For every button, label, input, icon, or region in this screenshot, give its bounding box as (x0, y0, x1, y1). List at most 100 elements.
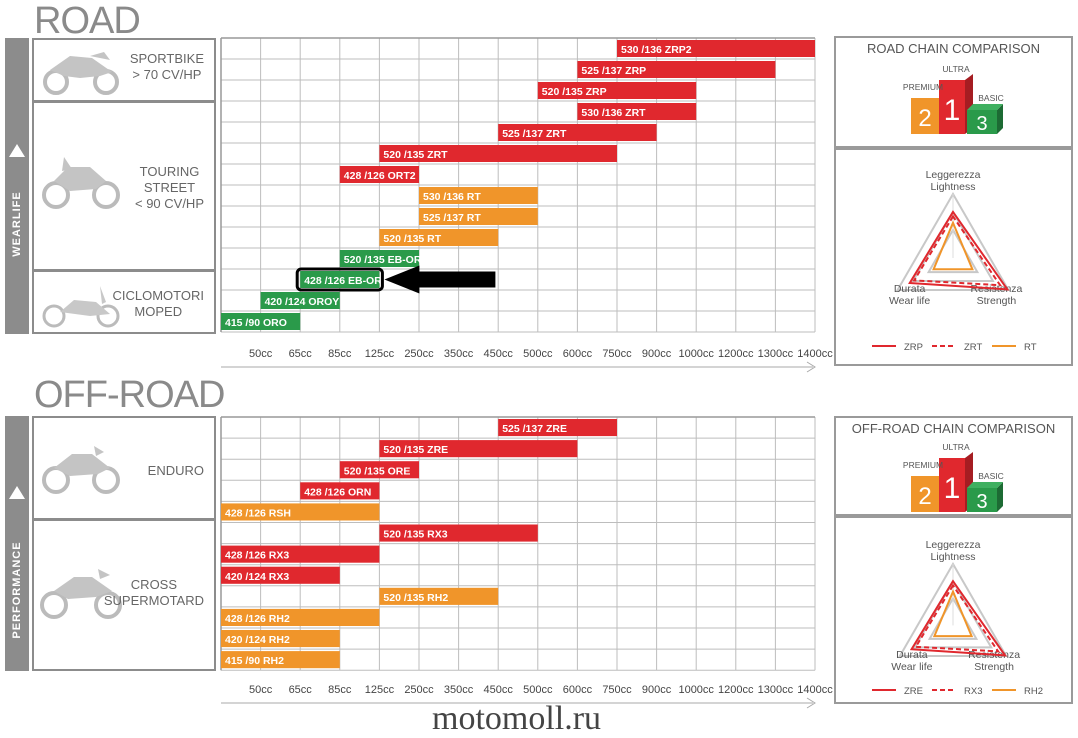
radar-series (912, 214, 1003, 287)
chain-bar: 520 /135 RT (379, 229, 499, 246)
enduro-bike-icon (42, 446, 120, 494)
bar-label: 420 /124 OROY (265, 296, 340, 308)
panel-title: ROAD CHAIN COMPARISON (866, 41, 1041, 56)
bar-rect (617, 40, 815, 57)
bar-rect (537, 82, 697, 99)
road-podium-panel: ROAD CHAIN COMPARISON 1 ULTRA 2 PREMIUM 3 BAS… (834, 36, 1073, 148)
podium-label: PREMIUM (903, 82, 943, 92)
bar-rect (221, 545, 380, 563)
x-tick-label: 1000cc (678, 348, 714, 360)
radar-axis-label: Leggerezza (926, 169, 981, 181)
category-label: CICLOMOTORI MOPED (112, 288, 205, 319)
radar-axis-label: Durata (896, 649, 928, 661)
bar-rect (221, 608, 380, 626)
radar-axis-label: Lightness (931, 181, 976, 193)
podium-top (967, 104, 1003, 110)
radar-axis-label: Durata (894, 283, 926, 295)
bar-label: 420 /124 RH2 (225, 634, 290, 646)
bar-label: 525 /137 ZRP (581, 65, 646, 77)
chain-bar: 530 /136 ZRT (577, 103, 697, 120)
chain-bar: 428 /126 RH2 (221, 608, 380, 626)
chain-bar: 530 /136 ZRP2 (617, 40, 815, 57)
bar-label: 428 /126 RSH (225, 508, 291, 520)
bar-label: 520 /135 RH2 (383, 592, 448, 604)
bar-rect (339, 166, 419, 183)
bar-rect (339, 250, 419, 267)
bar-label: 525 /137 RT (423, 212, 481, 224)
podium-label: BASIC (978, 471, 1004, 481)
radar-series (909, 579, 1008, 657)
podium-side (997, 482, 1003, 512)
offroad-section-title: OFF-ROAD (34, 374, 225, 416)
bar-rect (498, 419, 617, 437)
bar-label: 530 /136 ZRT (581, 107, 646, 119)
x-tick-label: 85cc (328, 684, 352, 696)
x-tick-label: 50cc (249, 348, 273, 360)
category-label: ENDURO (147, 463, 204, 478)
podium-number: 1 (944, 472, 961, 505)
x-tick-label: 750cc (602, 348, 632, 360)
chain-bar: 520 /135 ZRP (537, 82, 697, 99)
bar-rect (221, 566, 340, 584)
category-label: CROSS SUPERMOTARD (103, 577, 204, 608)
chain-bar: 525 /137 ZRP (577, 61, 776, 78)
x-tick-label: 450cc (484, 348, 514, 360)
bar-label: 520 /135 ZRP (542, 86, 607, 98)
podium-premium (911, 98, 939, 134)
touring-bike-icon (42, 157, 120, 209)
bar-rect (300, 482, 380, 500)
bar-rect (221, 313, 301, 330)
chain-bar: 530 /136 RT (419, 187, 538, 204)
bar-rect (498, 124, 657, 141)
arrow-head-icon (806, 697, 816, 709)
chain-bar: 415 /90 ORO (221, 313, 301, 330)
category-cross: CROSS SUPERMOTARD (32, 519, 216, 671)
radar-axis-label: Strength (974, 661, 1014, 673)
chain-bar: 420 /124 OROY (260, 292, 340, 309)
bar-label: 420 /124 RX3 (225, 571, 289, 583)
panel-title: OFF-ROAD CHAIN COMPARISON (851, 421, 1056, 436)
offroad-side-bar: PERFORMANCE (5, 416, 29, 671)
bar-rect (300, 271, 380, 288)
x-tick-label: 125cc (365, 684, 395, 696)
podium-label: ULTRA (942, 442, 970, 452)
chain-bar: 520 /135 ZRT (379, 145, 617, 162)
offroad-podium-panel: OFF-ROAD CHAIN COMPARISON 1 ULTRA 2 PREMIUM… (834, 416, 1073, 516)
watermark: motomoll.ru (432, 700, 602, 737)
bar-label: 525 /137 ZRE (502, 423, 567, 435)
category-label: SPORTBIKE > 70 CV/HP (129, 51, 204, 82)
podium-number: 3 (976, 113, 987, 135)
bar-label: 428 /126 RX3 (225, 550, 289, 562)
category-enduro: ENDURO (32, 416, 216, 520)
chain-bar: 520 /135 ORE (339, 461, 419, 479)
bar-rect (379, 145, 617, 162)
offroad-radar-panel: Leggerezza Lightness Durata Wear life Resist… (834, 516, 1073, 704)
podium-side (997, 104, 1003, 134)
bar-label: 520 /135 ORE (344, 465, 411, 477)
category-touring: TOURING STREET < 90 CV/HP (32, 101, 216, 271)
radar-series (914, 583, 1001, 653)
chain-bar: 520 /135 RX3 (379, 524, 538, 542)
podium-basic (967, 488, 997, 512)
radar-series (908, 210, 1010, 291)
podium-label: PREMIUM (903, 460, 943, 470)
road-radar-panel: Leggerezza Lightness Durata Wear life Resist… (834, 148, 1073, 366)
x-tick-label: 250cc (404, 684, 434, 696)
radar-series (932, 589, 974, 638)
x-tick-label: 500cc (523, 684, 553, 696)
podium-number: 2 (918, 105, 931, 132)
x-tick-label: 1300cc (758, 348, 794, 360)
bar-label: 520 /135 RX3 (383, 529, 447, 541)
bar-label: 520 /135 RT (383, 233, 441, 245)
bar-rect (419, 208, 538, 225)
x-tick-label: 600cc (563, 348, 593, 360)
podium-number: 1 (944, 94, 961, 127)
x-tick-label: 65cc (289, 348, 313, 360)
bar-label: 428 /126 RH2 (225, 613, 290, 625)
radar-grid (898, 562, 1008, 657)
x-tick-label: 600cc (563, 684, 593, 696)
podium-icon: 1 ULTRA 2 PREMIUM 3 BASIC (903, 442, 1004, 513)
chain-bar: 428 /126 EB-ORO (295, 265, 496, 294)
bar-label: 415 /90 ORO (225, 317, 287, 329)
chain-bar: 520 /135 EB-ORO (339, 250, 430, 267)
